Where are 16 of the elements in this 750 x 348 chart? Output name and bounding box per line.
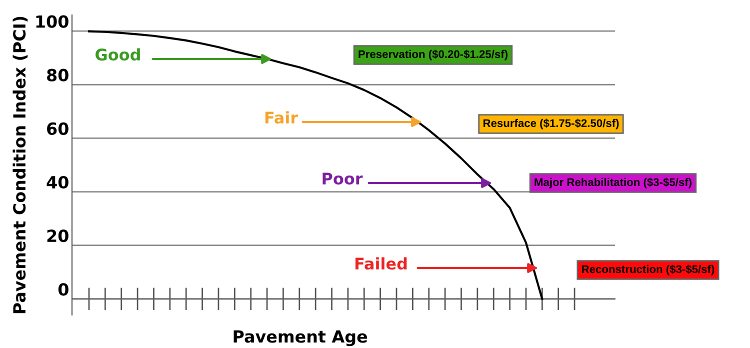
annotation: Fair <box>265 111 298 124</box>
y-tick-label: 60 <box>47 122 68 135</box>
y-axis-title: Pavement Condition Index (PCI) <box>12 16 28 314</box>
y-tick-label: 40 <box>46 176 68 189</box>
annotation: Major Rehabilitation ($3-$5/sf) <box>534 178 692 188</box>
annotation: Resurface ($1.75-$2.50/sf) <box>484 118 619 130</box>
y-tick-label: 0 <box>58 283 68 296</box>
y-tick-label: 80 <box>47 68 68 82</box>
y-tick-label: 20 <box>47 230 68 242</box>
y-tick-label: 100 <box>36 15 68 28</box>
annotation: Good <box>96 48 140 61</box>
annotation: Preservation ($0.20-$1.25/sf) <box>358 50 508 60</box>
annotation: Failed <box>355 257 407 270</box>
x-axis-title: Pavement Age <box>234 330 368 346</box>
annotation: Poor <box>322 172 363 185</box>
annotation: Reconstruction ($3-$5/sf) <box>582 264 714 276</box>
